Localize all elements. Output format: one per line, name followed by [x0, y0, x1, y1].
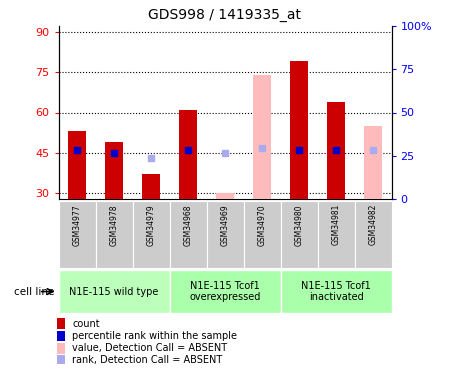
Text: GSM34968: GSM34968 — [184, 204, 193, 246]
Bar — [290, 61, 308, 199]
Bar — [57, 331, 65, 341]
Bar — [57, 343, 65, 354]
Text: percentile rank within the sample: percentile rank within the sample — [72, 331, 237, 341]
Text: cell line: cell line — [14, 286, 54, 297]
Bar — [58, 201, 95, 268]
Text: GSM34982: GSM34982 — [369, 204, 378, 245]
Bar — [132, 201, 170, 268]
Bar — [58, 270, 170, 313]
Text: value, Detection Call = ABSENT: value, Detection Call = ABSENT — [72, 343, 227, 353]
Bar — [243, 201, 280, 268]
Bar — [355, 201, 392, 268]
Text: N1E-115 Tcof1
inactivated: N1E-115 Tcof1 inactivated — [301, 281, 371, 302]
Text: GSM34970: GSM34970 — [257, 204, 266, 246]
Bar — [280, 270, 392, 313]
Bar — [68, 131, 86, 199]
Text: N1E-115 Tcof1
overexpressed: N1E-115 Tcof1 overexpressed — [189, 281, 261, 302]
Bar — [170, 201, 207, 268]
Bar — [216, 194, 234, 199]
Text: N1E-115 wild type: N1E-115 wild type — [69, 286, 159, 297]
Bar — [57, 355, 65, 366]
Bar — [142, 174, 160, 199]
Bar — [253, 75, 271, 199]
Bar — [170, 270, 280, 313]
Text: GSM34969: GSM34969 — [220, 204, 230, 246]
Text: rank, Detection Call = ABSENT: rank, Detection Call = ABSENT — [72, 356, 223, 365]
Text: count: count — [72, 319, 100, 329]
Text: GSM34980: GSM34980 — [294, 204, 303, 246]
Bar — [280, 201, 318, 268]
Bar — [207, 201, 243, 268]
Text: GSM34981: GSM34981 — [332, 204, 341, 245]
Bar — [364, 126, 382, 199]
Bar — [318, 201, 355, 268]
Bar — [95, 201, 132, 268]
Bar — [57, 318, 65, 329]
Bar — [179, 110, 197, 199]
Text: GSM34977: GSM34977 — [72, 204, 81, 246]
Bar — [105, 142, 123, 199]
Text: GSM34979: GSM34979 — [147, 204, 156, 246]
Title: GDS998 / 1419335_at: GDS998 / 1419335_at — [148, 9, 302, 22]
Bar — [327, 102, 345, 199]
Text: GSM34978: GSM34978 — [109, 204, 118, 246]
